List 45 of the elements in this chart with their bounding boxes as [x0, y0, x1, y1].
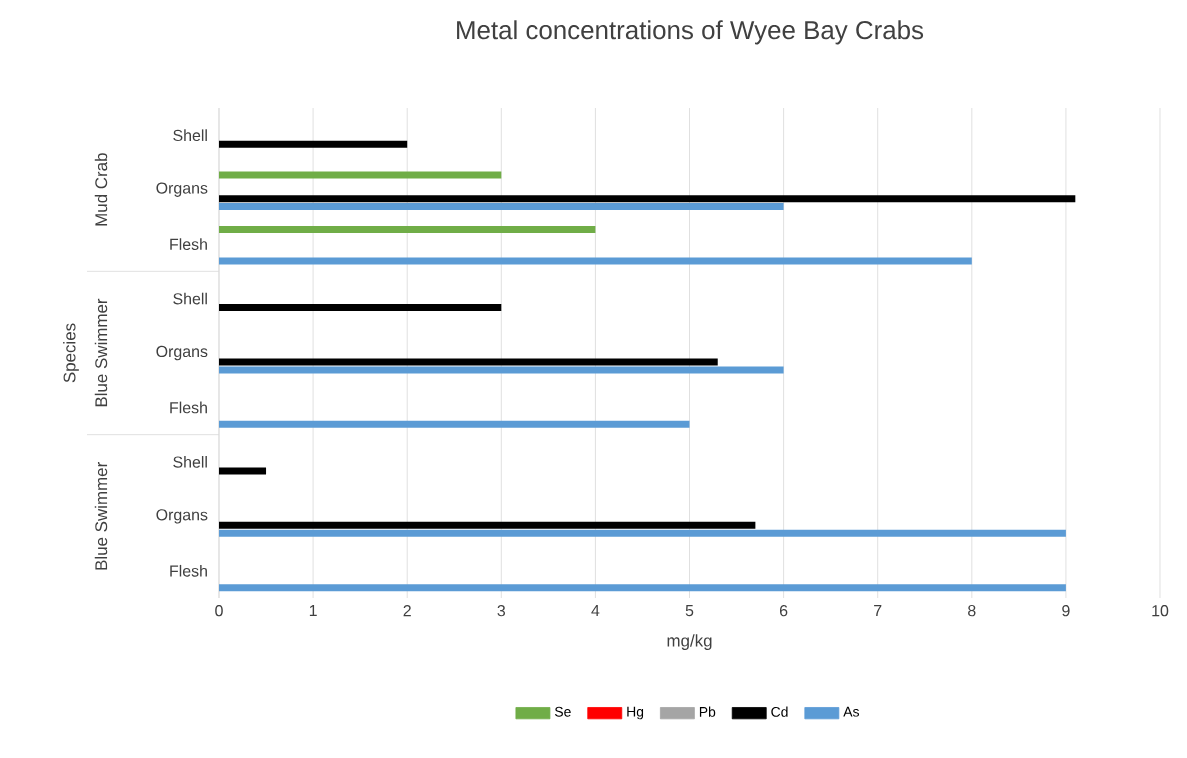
bar — [219, 420, 690, 428]
y-tick-label: Flesh — [170, 401, 207, 414]
legend-label: Cd — [771, 706, 788, 717]
legend-label: Pb — [699, 706, 716, 717]
bar — [219, 304, 502, 312]
bar — [219, 467, 267, 475]
bar — [219, 529, 1066, 537]
legend-label: Se — [554, 706, 571, 717]
bar — [219, 140, 408, 148]
x-axis-title: mg/kg — [667, 634, 712, 650]
legend-label: Hg — [627, 706, 644, 720]
x-tick-label: 6 — [779, 605, 788, 617]
y-tick-label: Flesh — [170, 238, 207, 250]
x-tick-label: 2 — [403, 605, 411, 617]
bar — [219, 257, 972, 265]
bar — [219, 366, 784, 374]
y-tick-label: Flesh — [170, 564, 207, 577]
x-tick-label: 10 — [1152, 605, 1169, 617]
bar — [219, 225, 596, 233]
y-tick-label: Organs — [156, 345, 208, 361]
y-tick-label: Shell — [173, 292, 207, 305]
y-tick-label: Organs — [156, 182, 208, 197]
x-tick-label: 5 — [685, 605, 694, 617]
text: Blue Swimmer — [94, 298, 108, 407]
y-tick-label: Shell — [173, 129, 207, 142]
x-tick-label: 7 — [874, 605, 882, 617]
x-tick-label: 0 — [215, 605, 223, 617]
x-tick-label: 9 — [1062, 605, 1070, 617]
y-tick-label: Organs — [156, 509, 208, 524]
bar — [219, 521, 756, 529]
bar — [219, 195, 1076, 203]
x-tick-label: 1 — [309, 605, 317, 617]
bar — [219, 203, 784, 211]
x-tick-label: 8 — [968, 605, 976, 617]
bar — [219, 584, 1066, 592]
text: Mud Crab — [94, 153, 108, 226]
y-axis-title: Species — [63, 323, 79, 383]
x-tick-label: 3 — [497, 605, 506, 617]
y-tick-label: Shell — [173, 456, 207, 468]
text: Blue Swimmer — [94, 462, 108, 570]
bar — [219, 171, 502, 179]
legend-label: As — [843, 706, 859, 717]
x-tick-label: 4 — [591, 605, 600, 617]
chart-title: Metal concentrations of Wyee Bay Crabs — [457, 20, 924, 45]
bar — [219, 358, 718, 366]
